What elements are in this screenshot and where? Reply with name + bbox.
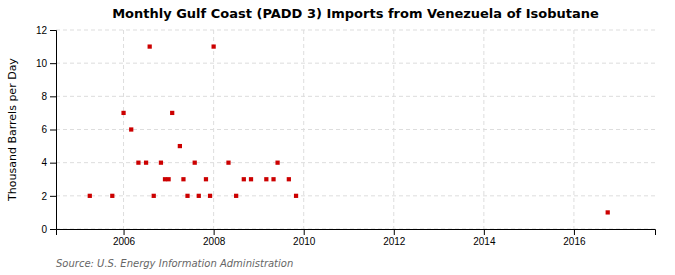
x-axis-tick-mark [304,229,305,235]
y-axis-line [50,31,57,230]
x-axis-tick: 2008 [203,229,226,247]
x-axis-tick-label: 2014 [473,236,496,247]
x-axis-tick: 2006 [113,229,136,247]
point [159,161,163,165]
point [242,177,246,181]
y-axis-tick-mark [50,63,56,64]
y-grid-line [56,195,655,196]
source: Source: U.S. Energy Information Administ… [56,258,293,269]
x-axis-tick-label: 2016 [563,236,586,247]
point [181,177,185,181]
point [606,210,610,214]
point [185,194,189,198]
point [129,127,133,131]
x-axis-tick-mark [214,229,215,235]
x-axis-line [57,230,656,236]
point [88,194,92,198]
y-axis-tick: 6 [41,124,56,135]
y-axis-tick-mark [50,30,56,31]
point [110,194,114,198]
y-axis-tick-label: 0 [41,224,47,235]
y-axis-tick-label: 6 [41,124,47,135]
y-axis-tick: 2 [41,191,56,202]
y-axis-tick: 4 [41,157,56,168]
x-axis-tick-label: 2008 [203,236,226,247]
point [287,177,291,181]
x-grid-line [123,30,124,229]
point [178,144,182,148]
point [271,177,275,181]
y-axis-label: Thousand Barrels per Day [6,58,19,202]
point [234,194,238,198]
x-axis-tick: 2016 [563,229,586,247]
y-axis-tick: 8 [41,91,56,102]
y-axis-tick: 0 [41,224,56,235]
y-axis-tick-label: 8 [41,91,47,102]
x-axis-tick-mark [574,229,575,235]
y-axis-tick-label: 12 [36,25,48,36]
y-axis-tick-label: 10 [36,58,48,69]
x-axis-tick: 2010 [293,229,316,247]
y-axis-tick-mark [50,96,56,97]
point [136,161,140,165]
point [197,194,201,198]
y-axis-tick-label: 4 [41,157,47,168]
point [193,161,197,165]
x-axis-tick-mark [394,229,395,235]
point [166,177,170,181]
point [249,177,253,181]
point [294,194,298,198]
point [170,111,174,115]
x-axis-tick: 2012 [383,229,406,247]
y-axis-tick: 10 [36,58,56,69]
point [226,161,230,165]
point [204,177,208,181]
point [121,111,125,115]
point [275,161,279,165]
point [144,161,148,165]
point [208,194,212,198]
x-axis-tick-label: 2012 [383,236,406,247]
x-axis-tick-label: 2006 [113,236,136,247]
chart: 2006 2008 2010 2012 2014 2016 0 2 4 6 8 10 12 Monthly… [0,0,675,275]
plot-area: 2006 2008 2010 2012 2014 2016 0 2 4 6 8 10 12 [36,25,656,247]
title: Monthly Gulf Coast (PADD 3) Imports from… [112,6,599,21]
y-grid-line [56,63,655,64]
point [264,177,268,181]
y-axis-tick-label: 2 [41,191,47,202]
y-grid-line [56,96,655,97]
y-axis-tick-mark [50,130,56,131]
y-axis-tick-mark [50,196,56,197]
y-axis-tick: 12 [36,25,56,36]
y-grid-line [56,30,655,31]
points [88,44,610,214]
grid [56,30,655,229]
y-axis-tick-mark [50,163,56,164]
y-grid-line [56,129,655,130]
x-axis-tick-mark [124,229,125,235]
x-axis-tick-label: 2010 [293,236,316,247]
point [212,44,216,48]
point [152,194,156,198]
x-axis: 2006 2008 2010 2012 2014 2016 [57,229,656,247]
x-axis-tick-mark [484,229,485,235]
y-axis: 0 2 4 6 8 10 12 [36,25,57,235]
point [148,44,152,48]
y-axis-tick-mark [50,229,56,230]
x-axis-tick: 2014 [473,229,496,247]
